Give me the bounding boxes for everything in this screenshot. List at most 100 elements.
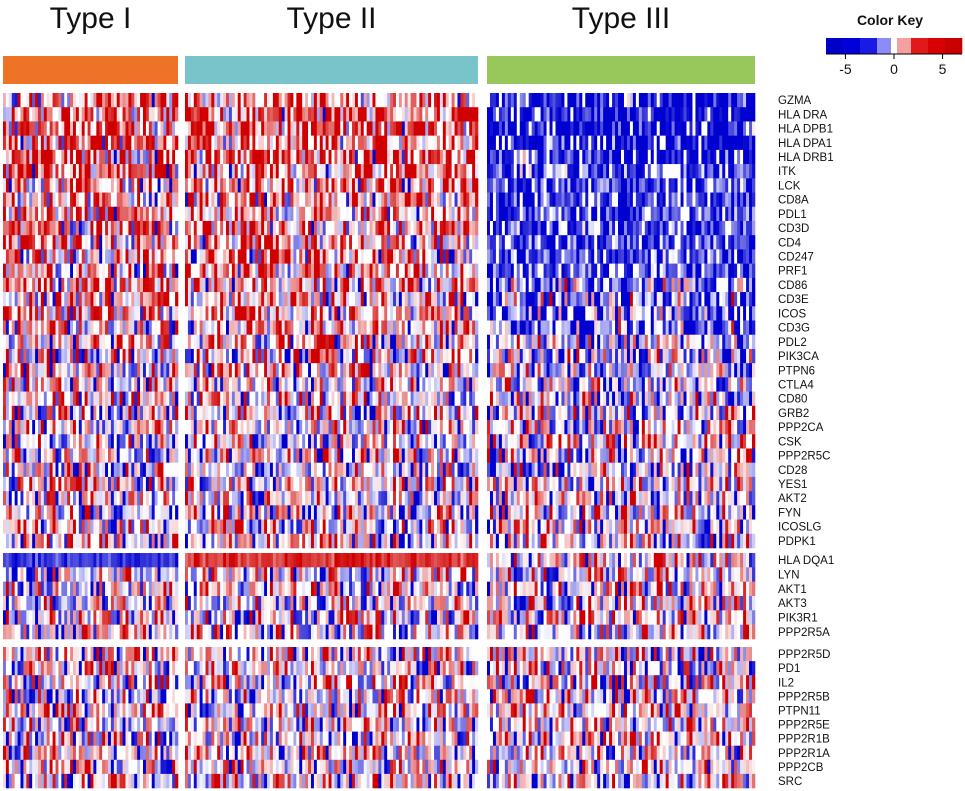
heatmap-cell	[413, 348, 417, 364]
heatmap-cell	[466, 93, 470, 108]
heatmap-cell	[692, 320, 696, 336]
heatmap-cell	[293, 206, 297, 222]
heatmap-cell	[398, 348, 403, 364]
heatmap-cell	[372, 306, 376, 321]
heatmap-cell	[492, 348, 497, 364]
heatmap-cell	[635, 235, 640, 250]
heatmap-cell	[537, 135, 541, 151]
heatmap-cell	[519, 149, 524, 165]
heatmap-cell	[134, 277, 138, 293]
heatmap-cell	[352, 164, 356, 179]
heatmap-cell	[267, 121, 271, 136]
heatmap-cell	[281, 292, 285, 307]
heatmap-cell	[623, 320, 628, 336]
heatmap-cell	[407, 149, 411, 165]
heatmap-cell	[354, 121, 359, 136]
heatmap-cell	[573, 164, 577, 179]
heatmap-cell	[357, 235, 362, 250]
heatmap-cell	[710, 220, 714, 236]
heatmap-cell	[650, 235, 655, 250]
heatmap-cell	[243, 292, 247, 307]
heatmap-cell	[653, 149, 658, 165]
heatmap-cell	[234, 306, 239, 321]
heatmap-cell	[618, 249, 622, 264]
heatmap-cell	[287, 306, 291, 321]
heatmap-cell	[695, 334, 699, 350]
heatmap-cell	[671, 334, 675, 350]
heatmap-cell	[217, 348, 221, 364]
heatmap-cell	[552, 192, 556, 208]
heatmap-cell	[594, 249, 598, 264]
heatmap-cell	[275, 263, 280, 279]
heatmap-cell	[501, 135, 506, 151]
heatmap-cell	[46, 334, 50, 350]
heatmap-cell	[677, 334, 681, 350]
heatmap-cell	[160, 164, 164, 179]
heatmap-cell	[199, 363, 203, 378]
heatmap-cell	[701, 320, 705, 336]
heatmap-cell	[258, 164, 262, 179]
heatmap-cell	[202, 192, 206, 208]
heatmap-cell	[549, 320, 553, 336]
heatmap-cell	[226, 235, 230, 250]
heatmap-cell	[431, 363, 435, 378]
heatmap-cell	[531, 306, 535, 321]
heatmap-cell	[322, 178, 326, 193]
heatmap-cell	[492, 93, 497, 108]
heatmap-cell	[737, 149, 741, 165]
heatmap-cell	[683, 220, 687, 236]
heatmap-cell	[372, 249, 376, 264]
heatmap-cell	[343, 263, 347, 279]
heatmap-cell	[267, 93, 271, 108]
heatmap-cell	[434, 121, 438, 136]
heatmap-cell	[249, 107, 253, 122]
heatmap-cell	[728, 93, 732, 108]
heatmap-cell	[55, 107, 59, 122]
heatmap-cell	[287, 93, 291, 108]
heatmap-cell	[534, 277, 538, 293]
heatmap-cell	[683, 263, 687, 279]
heatmap-cell	[707, 135, 711, 151]
heatmap-cell	[677, 178, 681, 193]
heatmap-cell	[205, 220, 209, 236]
heatmap-cell	[360, 277, 365, 293]
heatmap-cell	[228, 334, 233, 350]
heatmap-cell	[510, 135, 515, 151]
heatmap-cell	[439, 192, 444, 208]
heatmap-cell	[125, 306, 129, 321]
heatmap-cell	[122, 306, 126, 321]
heatmap-cell	[463, 220, 467, 236]
heatmap-cell	[401, 135, 406, 151]
heatmap-cell	[728, 249, 732, 264]
heatmap-cell	[99, 263, 103, 279]
heatmap-cell	[425, 220, 429, 236]
heatmap-cell	[331, 93, 335, 108]
heatmap-cell	[90, 320, 94, 336]
heatmap-cell	[632, 121, 637, 136]
heatmap-cell	[316, 135, 321, 151]
heatmap-cell	[3, 121, 7, 136]
heatmap-cell	[8, 220, 13, 236]
heatmap-cell	[319, 306, 324, 321]
heatmap-cell	[185, 235, 189, 250]
heatmap-cell	[70, 135, 74, 151]
heatmap-cell	[137, 277, 141, 293]
heatmap-cell	[570, 107, 574, 122]
heatmap-cell	[564, 277, 568, 293]
heatmap-cell	[436, 292, 441, 307]
heatmap-cell	[61, 93, 65, 108]
heatmap-cell	[525, 320, 529, 336]
heatmap-cell	[290, 164, 294, 179]
heatmap-cell	[632, 235, 637, 250]
heatmap-cell	[656, 135, 661, 151]
heatmap-cell	[419, 363, 423, 378]
heatmap-cell	[99, 334, 103, 350]
heatmap-cell	[457, 235, 461, 250]
heatmap-cell	[404, 348, 408, 364]
heatmap-cell	[151, 334, 155, 350]
heatmap-cell	[49, 164, 53, 179]
heatmap-cell	[337, 93, 341, 108]
heatmap-cell	[214, 107, 218, 122]
gene-label: PDL2	[778, 337, 807, 349]
heatmap-cell	[395, 220, 400, 236]
